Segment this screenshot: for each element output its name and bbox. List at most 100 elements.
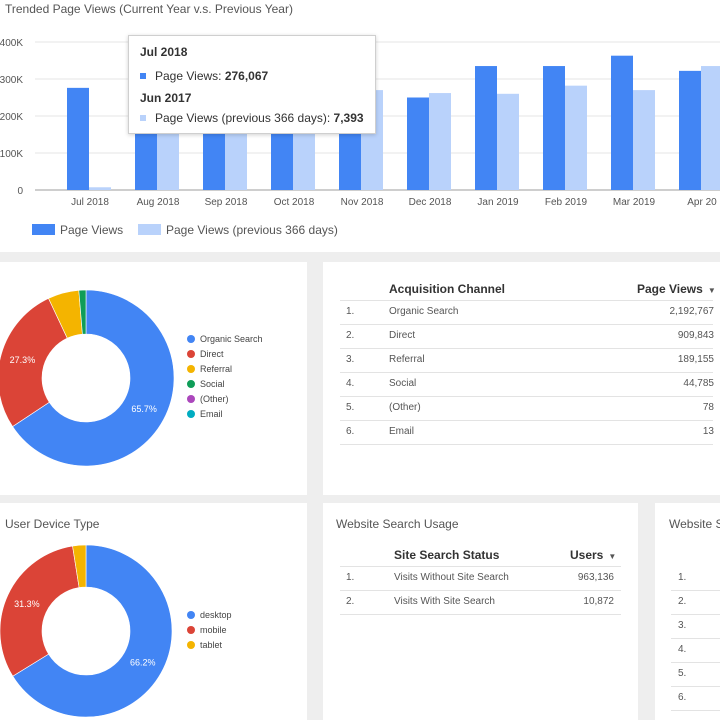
y-tick-label: 200K: [0, 112, 23, 123]
legend-dot: [187, 409, 195, 418]
bar-previous[interactable]: [293, 132, 315, 190]
donut-slice-label: 31.3%: [14, 599, 40, 609]
row-index: 1.: [346, 306, 355, 317]
row-search-status[interactable]: Visits With Site Search: [394, 596, 495, 607]
bar-current[interactable]: [203, 132, 225, 190]
bar-current[interactable]: [679, 70, 701, 190]
donut-legend-item[interactable]: Organic Search: [187, 334, 263, 344]
x-tick-label: Aug 2018: [137, 197, 180, 208]
row-divider: [671, 686, 720, 687]
bar-previous[interactable]: [565, 85, 587, 190]
legend-label: Referral: [200, 364, 233, 374]
caret-down-icon: ▼: [608, 552, 617, 561]
donut-legend-item[interactable]: desktop: [187, 610, 232, 620]
search-usage-panel: Website Search Usage Site Search Status …: [323, 503, 638, 720]
bar-current[interactable]: [271, 132, 293, 190]
col-header-channel[interactable]: Acquisition Channel: [389, 282, 506, 296]
row-index: 1.: [678, 572, 687, 583]
row-index: 4.: [346, 378, 355, 389]
row-index: 6.: [678, 692, 687, 703]
donut-slice-label: 27.3%: [10, 355, 36, 365]
channel-donut-chart[interactable]: 65.7% 27.3%: [0, 262, 307, 495]
x-tick-label: Dec 2018: [409, 197, 452, 208]
row-channel[interactable]: Referral: [389, 354, 425, 365]
bar-previous[interactable]: [225, 132, 247, 190]
row-divider: [340, 324, 713, 325]
caret-down-icon: ▼: [707, 286, 716, 295]
donut-slice[interactable]: [0, 297, 68, 427]
acquisition-table-panel: Acquisition Channel Page Views ▼ 1. Organi…: [323, 262, 720, 495]
tooltip-label-previous: Page Views (previous 366 days):: [155, 111, 334, 125]
legend-label: (Other): [200, 394, 229, 404]
bar-previous[interactable]: [633, 90, 655, 190]
legend-label: mobile: [200, 625, 227, 635]
row-index: 3.: [678, 620, 687, 631]
bar-current[interactable]: [611, 55, 633, 190]
tooltip-month-previous: Jun 2017: [140, 91, 192, 105]
device-donut-chart[interactable]: 66.2% 31.3%: [0, 503, 307, 720]
donut-legend-item[interactable]: (Other): [187, 394, 229, 404]
bar-chart[interactable]: 0 100K 200K 300K 400K Jul 2018 Aug 2018 Sep 201…: [0, 0, 720, 210]
donut-slice[interactable]: [12, 289, 175, 467]
device-donut-panel: User Device Type 66.2% 31.3% desktop mobil…: [0, 503, 307, 720]
legend-swatch-current: [32, 224, 55, 236]
bar-previous[interactable]: [429, 93, 451, 190]
donut-legend-item[interactable]: Social: [187, 379, 225, 389]
donut-slice[interactable]: [78, 289, 87, 335]
legend-label: Social: [200, 379, 225, 389]
channel-donut-panel: 65.7% 27.3% Organic Search Direct Referral S…: [0, 262, 307, 495]
col-header-search-status[interactable]: Site Search Status: [394, 548, 500, 562]
x-tick-label: Oct 2018: [274, 197, 315, 208]
row-channel[interactable]: (Other): [389, 402, 421, 413]
donut-slice[interactable]: [72, 544, 87, 588]
legend-dot: [187, 625, 195, 634]
donut-legend-item[interactable]: Direct: [187, 349, 224, 359]
bar-current[interactable]: [135, 132, 157, 190]
row-channel[interactable]: Organic Search: [389, 306, 459, 317]
row-index: 2.: [346, 596, 355, 607]
table-header-divider: [340, 300, 713, 301]
y-tick-label: 100K: [0, 149, 23, 160]
bar-previous[interactable]: [497, 93, 519, 190]
legend-label: desktop: [200, 610, 232, 620]
col-header-page-views[interactable]: Page Views ▼: [637, 282, 716, 296]
bar-current[interactable]: [543, 66, 565, 190]
bar-previous[interactable]: [701, 66, 720, 190]
tooltip-label-current: Page Views:: [155, 69, 225, 83]
bar-current[interactable]: [475, 66, 497, 190]
donut-legend-item[interactable]: mobile: [187, 625, 227, 635]
row-search-status[interactable]: Visits Without Site Search: [394, 572, 509, 583]
donut-slice-label: 66.2%: [130, 658, 156, 668]
row-channel[interactable]: Social: [389, 378, 417, 389]
col-header-users[interactable]: Users ▼: [570, 548, 616, 562]
row-page-views: 13: [702, 426, 714, 437]
row-index: 3.: [346, 354, 355, 365]
col-header-users-label: Users: [570, 548, 604, 562]
row-index: 1.: [346, 572, 355, 583]
row-channel[interactable]: Email: [389, 426, 415, 437]
legend-dot: [187, 394, 195, 403]
bar-legend-previous[interactable]: Page Views (previous 366 days): [138, 223, 338, 237]
row-page-views: 78: [702, 402, 714, 413]
bar-previous[interactable]: [89, 187, 111, 190]
x-tick-label: Jul 2018: [71, 197, 109, 208]
bar-current[interactable]: [407, 97, 429, 191]
legend-dot: [187, 349, 195, 358]
bar-current[interactable]: [339, 132, 361, 190]
donut-legend-item[interactable]: tablet: [187, 640, 222, 650]
donut-legend-item[interactable]: Referral: [187, 364, 232, 374]
row-divider: [340, 614, 621, 615]
row-channel[interactable]: Direct: [389, 330, 416, 341]
bar-previous[interactable]: [157, 132, 179, 190]
donut-slice[interactable]: [0, 545, 80, 677]
row-divider: [671, 710, 720, 711]
donut-legend-item[interactable]: Email: [187, 409, 223, 419]
row-page-views: 189,155: [677, 354, 714, 365]
bar-legend-current[interactable]: Page Views: [32, 223, 123, 237]
row-page-views: 909,843: [677, 330, 714, 341]
donut-slice[interactable]: [12, 544, 173, 718]
tooltip-value-previous: 7,393: [333, 111, 364, 125]
bar-current[interactable]: [67, 87, 89, 190]
row-index: 2.: [346, 330, 355, 341]
legend-label: Email: [200, 409, 223, 419]
